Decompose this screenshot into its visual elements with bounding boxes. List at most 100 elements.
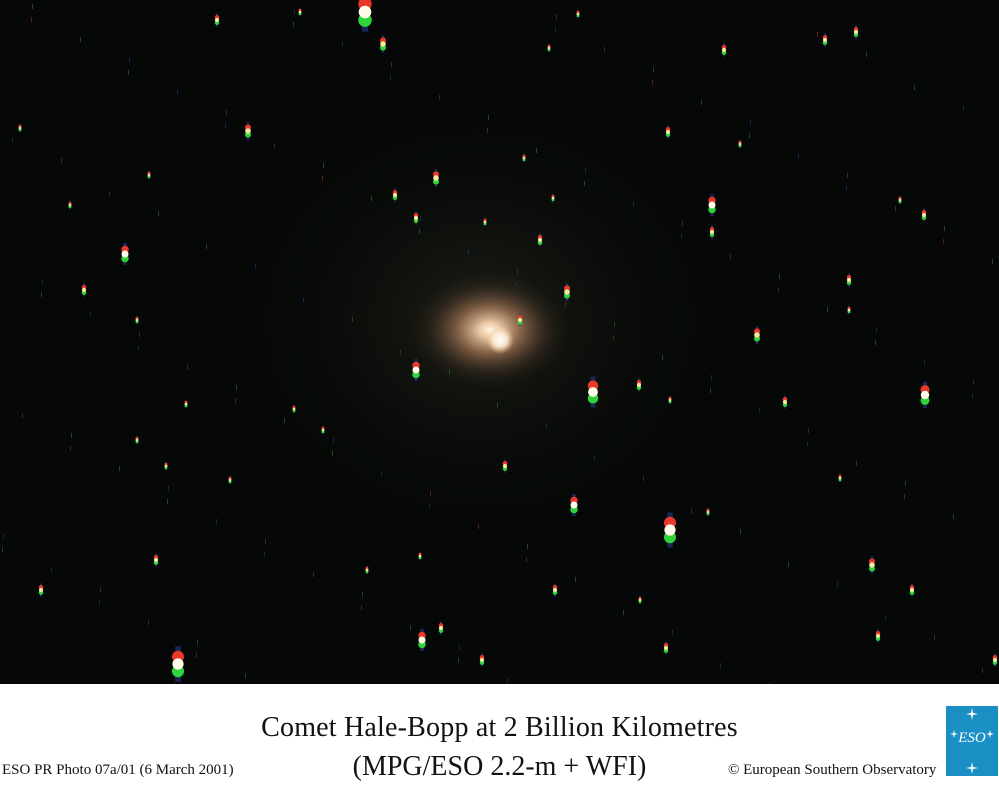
faint-star	[294, 9, 295, 14]
star-core	[665, 129, 671, 135]
star-core	[438, 625, 444, 631]
faint-star	[361, 605, 362, 610]
faint-star	[32, 4, 33, 9]
faint-star	[798, 153, 799, 158]
faint-star	[866, 52, 867, 57]
faint-star	[129, 57, 130, 62]
star-core	[68, 203, 72, 207]
faint-star	[158, 211, 159, 216]
faint-star	[565, 302, 566, 307]
star-core	[663, 645, 669, 651]
faint-star	[303, 297, 304, 302]
star-core	[121, 250, 129, 258]
faint-star	[274, 143, 275, 148]
faint-star	[720, 663, 721, 668]
star-core	[638, 598, 642, 602]
faint-star	[458, 658, 459, 663]
faint-star	[643, 476, 644, 481]
comet-photograph	[0, 0, 999, 684]
faint-star	[439, 95, 440, 100]
faint-star	[109, 191, 110, 196]
star-core	[754, 332, 760, 338]
faint-star	[730, 254, 731, 259]
star-core	[822, 37, 828, 43]
star-core	[517, 317, 523, 323]
faint-star	[41, 292, 42, 297]
faint-star	[691, 509, 692, 514]
faint-star	[264, 552, 265, 557]
faint-star	[982, 668, 983, 673]
faint-star	[216, 519, 217, 524]
comet-coma	[405, 268, 575, 392]
faint-star	[749, 133, 750, 138]
faint-star	[177, 90, 178, 95]
star-core	[483, 220, 487, 224]
faint-star	[555, 27, 556, 32]
comet-nucleus	[486, 326, 514, 354]
faint-star	[196, 653, 197, 658]
faint-star	[846, 186, 847, 191]
faint-star	[478, 524, 479, 529]
star-core	[668, 398, 672, 402]
star-core	[846, 277, 852, 283]
faint-star	[876, 327, 877, 332]
faint-star	[429, 504, 430, 509]
faint-star	[808, 428, 809, 433]
faint-star	[837, 582, 838, 587]
faint-star	[371, 196, 372, 201]
faint-star	[556, 14, 557, 19]
star-core	[909, 587, 915, 593]
caption-subtitle: (MPG/ESO 2.2-m + WFI)	[352, 751, 647, 782]
faint-star	[430, 491, 431, 496]
faint-star	[710, 388, 711, 393]
star-core	[135, 438, 139, 442]
faint-star	[236, 385, 237, 390]
star-core	[706, 510, 710, 514]
star-core	[172, 658, 184, 670]
faint-star	[973, 380, 974, 385]
faint-star	[12, 138, 13, 143]
star-core	[921, 212, 927, 218]
star-core	[992, 657, 998, 663]
star-core	[853, 29, 859, 35]
star-core	[135, 318, 139, 322]
faint-star	[390, 75, 391, 80]
star-core	[147, 173, 151, 177]
faint-star	[226, 110, 227, 115]
faint-star	[527, 544, 528, 549]
faint-star	[459, 645, 460, 650]
faint-star	[681, 234, 682, 239]
faint-star	[352, 317, 353, 322]
faint-star	[623, 610, 624, 615]
star-field	[0, 0, 999, 684]
star-core	[875, 633, 881, 639]
faint-star	[99, 600, 100, 605]
faint-star	[546, 423, 547, 428]
star-core	[869, 562, 875, 568]
faint-star	[633, 201, 634, 206]
star-core	[552, 587, 558, 593]
faint-star	[488, 115, 489, 120]
faint-star	[953, 514, 954, 519]
faint-star	[536, 148, 537, 153]
star-core	[184, 402, 188, 406]
faint-star	[187, 365, 188, 370]
star-core	[358, 5, 372, 19]
faint-star	[400, 350, 401, 355]
faint-star	[905, 481, 906, 486]
faint-star	[22, 413, 23, 418]
faint-star	[944, 226, 945, 231]
faint-star	[613, 335, 614, 340]
star-core	[782, 399, 788, 405]
faint-star	[293, 22, 294, 27]
star-core	[81, 287, 87, 293]
faint-star	[284, 418, 285, 423]
star-core	[18, 126, 22, 130]
faint-star	[788, 562, 789, 567]
faint-star	[332, 451, 333, 456]
faint-star	[148, 620, 149, 625]
faint-star	[80, 37, 81, 42]
faint-star	[90, 312, 91, 317]
faint-star	[594, 456, 595, 461]
star-core	[564, 289, 570, 295]
